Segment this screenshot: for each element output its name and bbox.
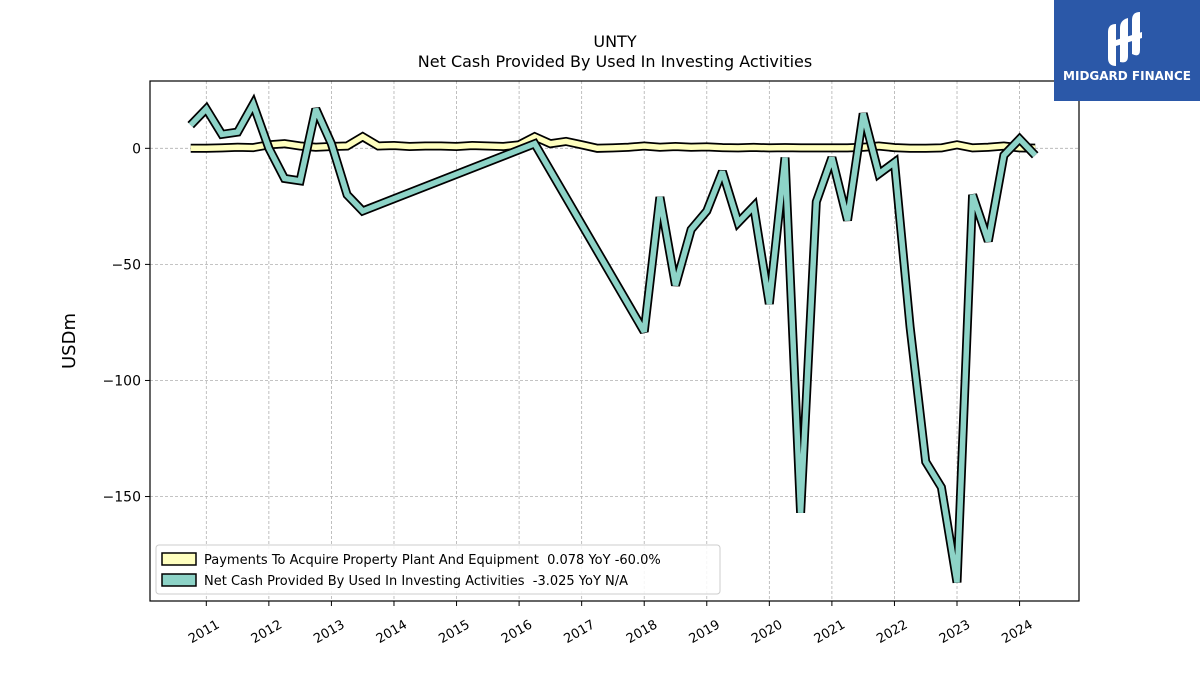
logo-mark-icon bbox=[1108, 12, 1142, 66]
x-tick-label: 2015 bbox=[436, 617, 472, 647]
x-tick-label: 2011 bbox=[186, 617, 222, 647]
chart-title: UNTY bbox=[593, 32, 636, 51]
logo-text: MIDGARD FINANCE bbox=[1063, 69, 1191, 83]
legend: Payments To Acquire Property Plant And E… bbox=[155, 544, 721, 595]
x-tick-label: 2024 bbox=[999, 617, 1035, 647]
legend-swatch-investing bbox=[161, 573, 197, 587]
midgard-finance-logo: MIDGARD FINANCE bbox=[1054, 0, 1200, 101]
chart-subtitle: Net Cash Provided By Used In Investing A… bbox=[418, 52, 812, 71]
x-tick-label: 2014 bbox=[374, 617, 410, 647]
x-tick-label: 2022 bbox=[874, 617, 910, 647]
y-ticks: 0 −50 −100 −150 bbox=[103, 141, 150, 506]
series-1 bbox=[187, 93, 1039, 584]
series-line bbox=[188, 97, 1038, 583]
x-ticks: 2011 2012 2013 2014 2015 2016 2017 2018 2019 2020… bbox=[186, 601, 1036, 647]
series-layer bbox=[187, 93, 1039, 584]
series-0 bbox=[190, 131, 1036, 153]
y-tick-label: −150 bbox=[103, 490, 141, 506]
legend-entry-ppe: Payments To Acquire Property Plant And E… bbox=[204, 553, 661, 568]
legend-entry-investing: Net Cash Provided By Used In Investing A… bbox=[204, 574, 628, 589]
x-tick-label: 2016 bbox=[499, 617, 535, 647]
x-tick-label: 2023 bbox=[937, 617, 973, 647]
x-tick-label: 2017 bbox=[561, 617, 597, 647]
legend-swatch-ppe bbox=[161, 552, 197, 566]
y-tick-label: −50 bbox=[111, 257, 141, 273]
x-tick-label: 2012 bbox=[249, 617, 285, 647]
x-tick-label: 2013 bbox=[311, 617, 347, 647]
grid bbox=[150, 81, 1079, 601]
series-outline bbox=[187, 93, 1039, 584]
x-tick-label: 2021 bbox=[812, 617, 848, 647]
x-tick-label: 2020 bbox=[749, 617, 785, 647]
x-tick-label: 2019 bbox=[687, 617, 723, 647]
y-tick-label: 0 bbox=[132, 141, 141, 157]
legend-box bbox=[155, 544, 721, 595]
y-axis-label: USDm bbox=[59, 313, 80, 369]
x-tick-label: 2018 bbox=[624, 617, 660, 647]
plot-frame bbox=[149, 80, 1080, 602]
series-line bbox=[190, 133, 1036, 152]
y-tick-label: −100 bbox=[103, 373, 141, 389]
